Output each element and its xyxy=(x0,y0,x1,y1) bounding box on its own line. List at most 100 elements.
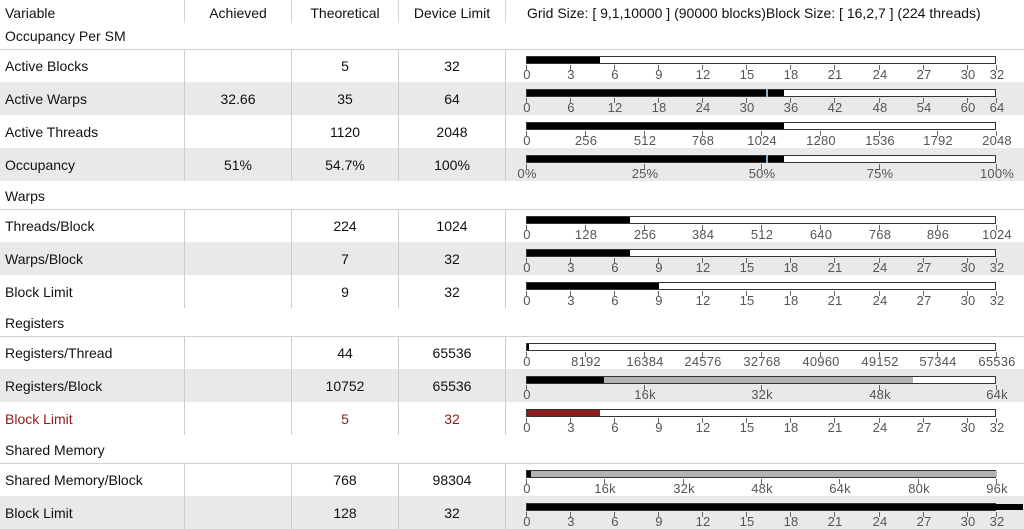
bar-tick xyxy=(790,98,791,103)
bar-tick xyxy=(585,225,586,230)
bar-tick xyxy=(996,65,997,70)
column-divider xyxy=(184,115,185,148)
bar-tick xyxy=(702,512,703,517)
row-label: Registers/Block xyxy=(5,377,103,394)
bar-tick-label: 24 xyxy=(872,67,888,82)
column-divider xyxy=(505,49,506,82)
table-row[interactable]: Registers/Block 10752 65536 0 16k 32k 48k 64k xyxy=(0,369,1024,402)
column-divider xyxy=(398,209,399,242)
table-row[interactable]: Active Threads 1120 2048 0 256 512 768 1024 1280… xyxy=(0,115,1024,148)
bar-tick-label: 54 xyxy=(916,100,932,115)
row-label: Registers/Thread xyxy=(5,344,113,361)
column-divider xyxy=(505,82,506,115)
row-device-value: 65536 xyxy=(432,377,472,394)
table-row[interactable]: Block Limit 128 32 0 3 6 9 12 15 18 21 24 27 30 32 xyxy=(0,496,1024,529)
column-divider xyxy=(184,242,185,275)
bar-fill xyxy=(527,344,529,350)
bar-tick xyxy=(790,258,791,263)
table-row[interactable]: Occupancy 51% 54.7% 100% 0% 25% 50% 75% 100% xyxy=(0,148,1024,181)
bar-tick-label: 18 xyxy=(783,293,799,308)
column-divider xyxy=(505,402,506,435)
bar-tick xyxy=(923,258,924,263)
header-device-limit[interactable]: Device Limit xyxy=(413,5,491,21)
column-divider xyxy=(505,275,506,308)
section-title: Warps xyxy=(5,188,45,204)
row-theoretical-value: 54.7% xyxy=(325,156,365,173)
row-theoretical-value: 7 xyxy=(341,250,349,267)
bar-tick xyxy=(996,512,997,517)
table-row[interactable]: Warps/Block 7 32 0 3 6 9 12 15 18 21 24 27 30 32 xyxy=(0,242,1024,275)
column-divider xyxy=(291,115,292,148)
bar-tick xyxy=(790,65,791,70)
column-divider xyxy=(184,463,185,496)
table-row[interactable]: Registers/Thread 44 65536 0 8192 16384 24576 32… xyxy=(0,336,1024,369)
bar-tick xyxy=(996,418,997,423)
header-divider xyxy=(291,0,292,26)
header-achieved[interactable]: Achieved xyxy=(209,5,267,21)
bar-tick xyxy=(702,98,703,103)
bar-fill xyxy=(527,377,604,383)
bar-tick-label: 640 xyxy=(809,227,833,242)
column-divider xyxy=(184,49,185,82)
row-device-value: 32 xyxy=(444,410,460,427)
bar-tick xyxy=(879,512,880,517)
table-header: Variable Achieved Theoretical Device Lim… xyxy=(0,0,1024,27)
bar-tick-label: 64k xyxy=(986,387,1008,402)
table-row[interactable]: Shared Memory/Block 768 98304 0 16k 32k 48k 64k… xyxy=(0,463,1024,496)
bar-tick xyxy=(996,258,997,263)
column-divider xyxy=(398,49,399,82)
column-divider xyxy=(505,336,506,369)
bar-tick-label: 24 xyxy=(872,260,888,275)
header-theoretical[interactable]: Theoretical xyxy=(310,5,380,21)
bar-tick xyxy=(937,352,938,357)
row-label: Block Limit xyxy=(5,504,73,521)
bar-tick xyxy=(790,512,791,517)
bar-tick-label: 32 xyxy=(989,67,1005,82)
bar-tick-label: 6 xyxy=(611,67,619,82)
row-label: Active Threads xyxy=(5,123,99,140)
bar-tick xyxy=(996,291,997,296)
bar-fill xyxy=(527,90,784,96)
bar-tick xyxy=(761,131,762,136)
bar-tick-label: 32 xyxy=(989,514,1005,529)
bar-tick xyxy=(996,131,997,136)
column-divider xyxy=(291,496,292,529)
occupancy-bar: 0 256 512 768 1024 1280 1536 1792 2048 xyxy=(523,122,1012,148)
bar-fill xyxy=(527,57,600,63)
bar-tick xyxy=(702,65,703,70)
bar-tick xyxy=(820,352,821,357)
row-label: Occupancy xyxy=(5,156,76,173)
bar-tick xyxy=(644,352,645,357)
table-row[interactable]: Threads/Block 224 1024 0 128 256 384 512 640 768 8… xyxy=(0,209,1024,242)
bar-tick-label: 9 xyxy=(655,514,663,529)
column-divider xyxy=(184,402,185,435)
bar-tick-label: 24 xyxy=(872,514,888,529)
bar-tick-label: 40960 xyxy=(802,354,840,369)
bar-tick-label: 768 xyxy=(868,227,892,242)
bar-tick-label: 27 xyxy=(916,420,932,435)
bar-tick xyxy=(967,418,968,423)
bar-tick-label: 12 xyxy=(607,100,623,115)
bar-tick-label: 0 xyxy=(523,260,531,275)
bar-tick-label: 21 xyxy=(827,67,843,82)
table-row[interactable]: Active Blocks 5 32 0 3 6 9 12 15 18 21 24 27 30 32 xyxy=(0,49,1024,82)
table-row[interactable]: Block Limit 9 32 0 3 6 9 12 15 18 21 24 27 30 32 xyxy=(0,275,1024,308)
bar-tick-label: 30 xyxy=(960,514,976,529)
bar-tick xyxy=(996,479,997,484)
bar-tick xyxy=(570,291,571,296)
column-divider xyxy=(291,49,292,82)
bar-tick-label: 9 xyxy=(655,293,663,308)
row-label: Active Blocks xyxy=(5,57,89,74)
bar-tick xyxy=(570,98,571,103)
table-row[interactable]: Active Warps 32.66 35 64 0 6 12 18 24 30 36 42 48 54 6… xyxy=(0,82,1024,115)
bar-tick xyxy=(923,291,924,296)
row-achieved-value xyxy=(185,369,291,402)
bar-tick-label: 0% xyxy=(517,166,537,181)
column-divider xyxy=(505,115,506,148)
header-grid-info[interactable]: Grid Size: [ 9,1,10000 ] (90000 blocks)B… xyxy=(527,5,981,21)
bar-tick-label: 57344 xyxy=(919,354,957,369)
table-row[interactable]: Block Limit 5 32 0 3 6 9 12 15 18 21 24 27 30 32 xyxy=(0,402,1024,435)
bar-tick-label: 24576 xyxy=(684,354,722,369)
header-variable[interactable]: Variable xyxy=(5,5,56,21)
bar-tick xyxy=(937,225,938,230)
